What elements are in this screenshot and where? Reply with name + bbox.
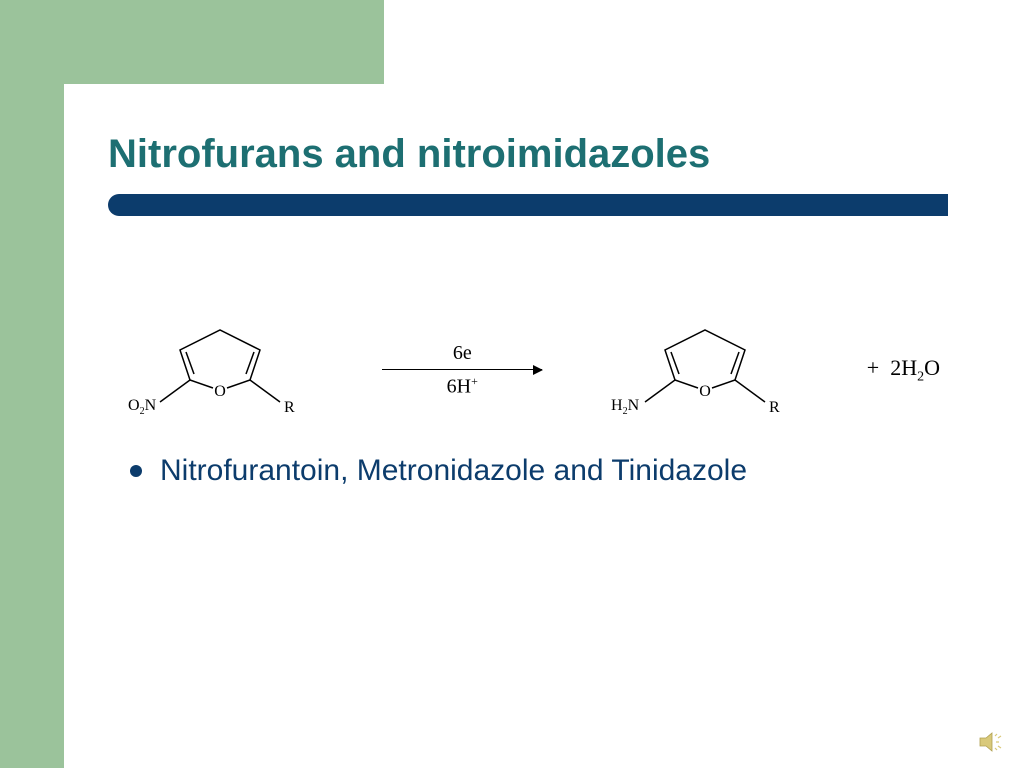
slide-title: Nitrofurans and nitroimidazoles — [108, 132, 710, 177]
byproduct-label: + 2H2O — [867, 355, 940, 385]
product-right-label: R — [769, 399, 780, 416]
title-underline — [108, 194, 948, 216]
product-molecule: O H2N R — [605, 310, 805, 430]
bullet-text: Nitrofurantoin, Metronidazole and Tinida… — [160, 454, 747, 488]
reactant-left-label: O2N — [128, 397, 157, 417]
product-left-label: H2N — [611, 397, 640, 417]
speaker-icon — [978, 730, 1006, 754]
reaction-arrow: 6e 6H+ — [382, 342, 542, 399]
sidebar-green — [0, 0, 64, 768]
arrow-top-label: 6e — [453, 342, 472, 365]
arrow-line — [382, 369, 542, 370]
bullet-item: Nitrofurantoin, Metronidazole and Tinida… — [130, 454, 747, 488]
arrow-bottom-label: 6H+ — [447, 374, 478, 399]
sidebar-green-top — [64, 0, 384, 84]
reactant-right-label: R — [284, 399, 295, 416]
reactant-ring-atom: O — [214, 383, 226, 400]
reactant-molecule: O O2N R — [120, 310, 320, 430]
product-ring-atom: O — [699, 383, 711, 400]
reaction-equation: O O2N R 6e 6H+ O H2N R + 2H2O — [120, 300, 940, 440]
bullet-dot-icon — [130, 465, 142, 477]
